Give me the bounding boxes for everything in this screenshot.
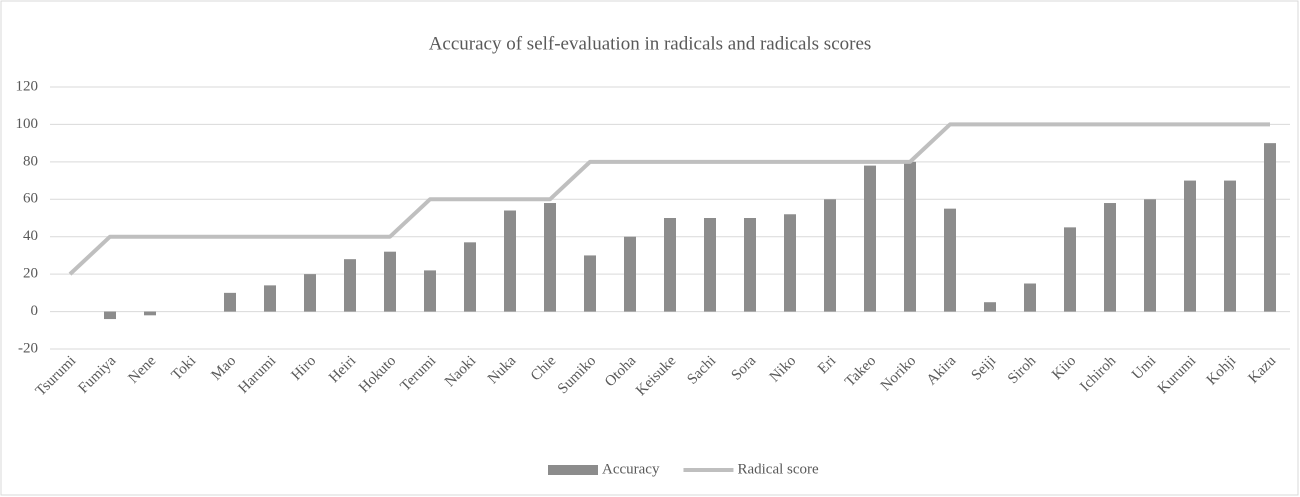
bar [584,255,596,312]
bar [504,210,516,312]
chart-title: Accuracy of self-evaluation in radicals … [429,33,872,54]
legend-label: Radical score [737,461,819,477]
bar [704,218,716,312]
bar [864,165,876,312]
bar [464,242,476,312]
y-tick-label: 80 [23,153,38,169]
y-tick-label: 100 [16,116,39,132]
bar [624,236,636,312]
bar [1184,180,1196,312]
bar [1144,199,1156,312]
bar [544,203,556,312]
bar [984,302,996,312]
legend-swatch [548,465,598,475]
bar [264,285,276,312]
bar [1224,180,1236,312]
line [68,122,1270,276]
bar [664,218,676,312]
y-tick-label: -20 [18,340,38,356]
bar [1024,283,1036,312]
bar [824,199,836,312]
bar [1264,143,1276,312]
bar [744,218,756,312]
y-tick-label: 0 [31,303,39,319]
legend-label: Accuracy [602,461,660,477]
y-tick-label: 20 [23,266,38,282]
bar [104,311,116,320]
y-tick-label: 60 [23,191,38,207]
bar [1104,203,1116,312]
y-tick-label: 40 [23,228,38,244]
bar [1064,227,1076,312]
bar [904,161,916,312]
bar [784,214,796,312]
bar [944,208,956,312]
y-tick-label: 120 [16,78,39,94]
bar [224,292,236,312]
bar [424,270,436,312]
bar [384,251,396,312]
bar [144,311,156,316]
bar [344,259,356,312]
bar [304,274,316,312]
